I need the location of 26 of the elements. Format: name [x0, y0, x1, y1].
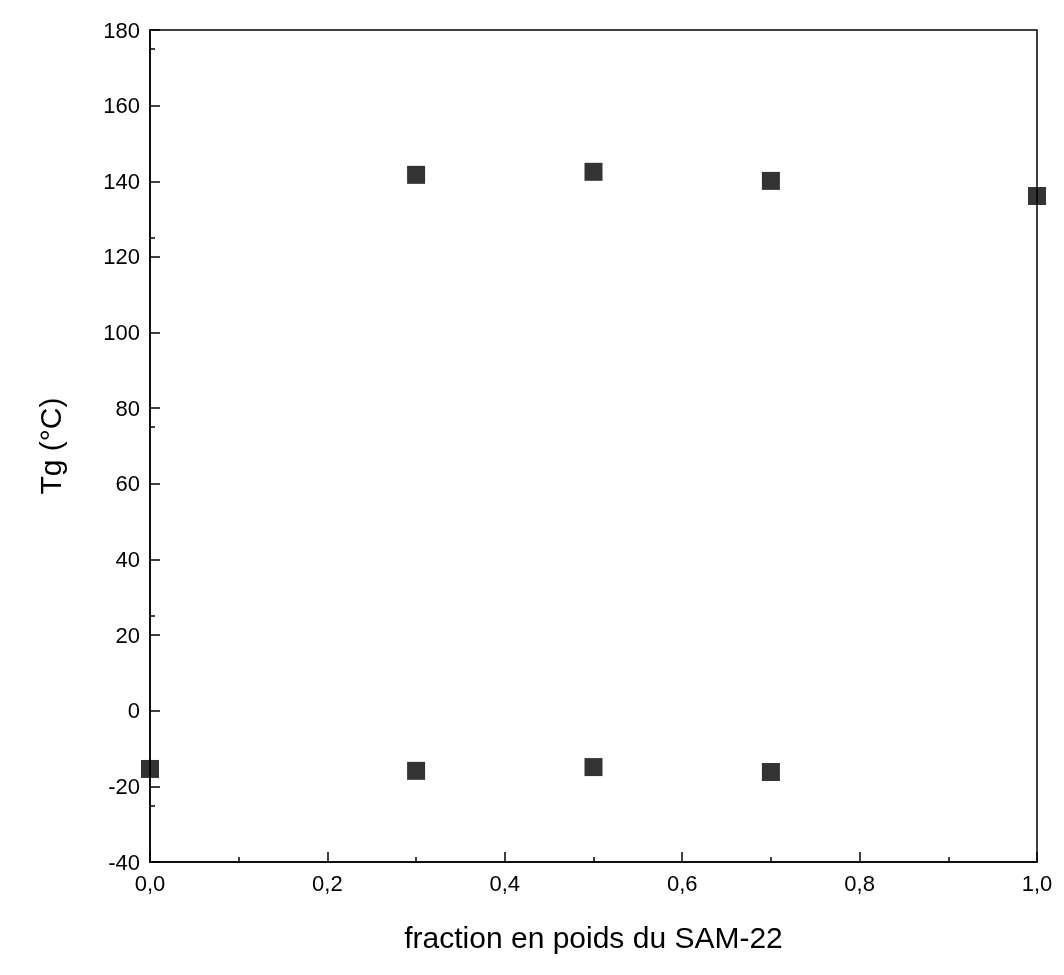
y-tick-label: 160 [103, 93, 140, 119]
y-tick-label: 20 [115, 622, 140, 648]
x-tick-label: 0,2 [312, 870, 343, 896]
y-tick-label: 120 [103, 244, 140, 270]
y-tick-label: 60 [115, 471, 140, 497]
y-tick-label: 40 [115, 546, 140, 572]
x-axis-title: fraction en poids du SAM-22 [404, 920, 783, 954]
x-tick-label: 1,0 [1021, 870, 1053, 896]
point [584, 758, 603, 777]
y-tick-label: 100 [103, 320, 140, 346]
y-tick-label: 180 [103, 17, 140, 43]
point [407, 165, 426, 184]
point [761, 762, 780, 781]
point [407, 761, 426, 780]
y-tick-label: 80 [115, 395, 140, 421]
x-tick-label: 0,8 [844, 870, 875, 896]
x-tick-label: 0,6 [666, 870, 698, 896]
point [1028, 187, 1046, 206]
y-axis-title: Tg (°C) [33, 397, 67, 495]
y-tick-label: 0 [127, 698, 140, 724]
point [761, 171, 780, 190]
point [584, 162, 603, 181]
y-tick-label: -20 [108, 773, 140, 799]
point [141, 759, 159, 778]
x-tick-label: 0,4 [489, 870, 521, 896]
y-tick-label: 140 [103, 168, 140, 194]
